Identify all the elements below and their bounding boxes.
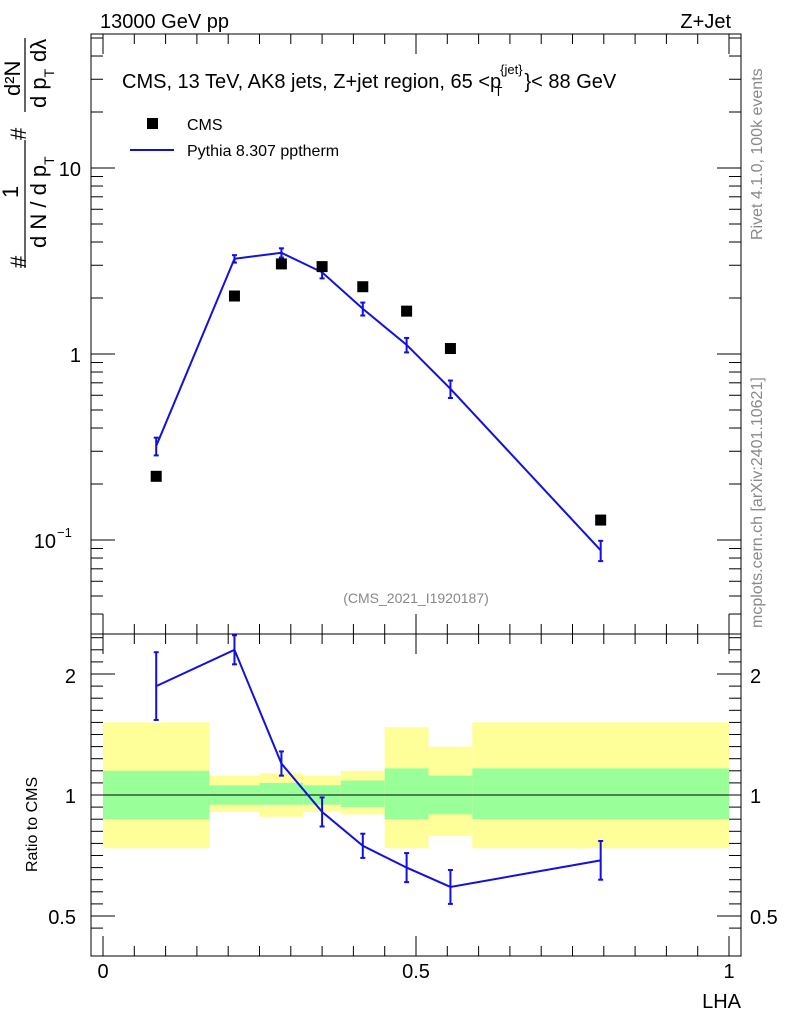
ylabel-denominator-main: d N / d p: [26, 165, 51, 248]
ylabel-hash-2: #: [6, 127, 31, 140]
cms-data-point: [357, 281, 369, 293]
main-ytick-label-0.1-exp: −1: [57, 525, 72, 540]
ylabel-denominator: d N / d pT: [26, 156, 57, 248]
ratio-series-line: [155, 648, 601, 888]
chart-title-main: CMS, 13 TeV, AK8 jets, Z+jet region, 65 …: [122, 71, 501, 93]
ratio-band-inner: [384, 768, 429, 820]
ylabel-denominator-sub: T: [41, 156, 57, 165]
ratio-band-inner: [340, 780, 385, 808]
ratio-panel: 2 1 0.5 2 1 0.5 Ratio to CMS 0 0.5 1 LHA: [24, 633, 778, 1013]
ratio-data-marks: [91, 634, 741, 905]
legend-pythia-label: Pythia 8.307 pptherm: [187, 143, 339, 160]
cms-data-point: [595, 514, 607, 526]
main-ytick-label-0.1: 10: [34, 531, 56, 553]
ylabel-dpt: d pT: [26, 68, 57, 108]
chart-title-tail: }< 88 GeV: [525, 71, 617, 93]
ylabel-d2n: d²N: [0, 61, 25, 96]
xtick-label-1: 1: [723, 961, 734, 983]
ylabel-dlambda: dλ: [26, 39, 51, 62]
main-data-marks: [150, 247, 607, 563]
ratio-ytick-label-0.5-right: 0.5: [750, 907, 778, 929]
chart-title-sub: T: [495, 84, 503, 99]
cms-data-point: [275, 258, 287, 270]
ylabel-one: 1: [0, 186, 23, 198]
legend: CMS Pythia 8.307 pptherm: [130, 117, 339, 160]
ratio-axis-ticks: [91, 634, 741, 956]
ratio-uncertainty-bands: [103, 722, 729, 849]
cms-data-point: [444, 343, 456, 355]
x-axis-label: LHA: [702, 991, 742, 1013]
ratio-band-inner: [472, 768, 729, 820]
main-ytick-label-1: 1: [70, 345, 81, 367]
ylabel-dpt-main: d p: [26, 77, 51, 108]
cms-data-point: [228, 290, 240, 302]
main-ytick-label-0.1-base: 10: [34, 531, 56, 553]
mcplots-reference-label: mcplots.cern.ch [arXiv:2401.10621]: [749, 377, 766, 628]
ratio-band-inner: [259, 782, 304, 805]
main-ytick-label-10: 10: [59, 159, 81, 181]
ratio-ytick-label-1-right: 1: [750, 786, 761, 808]
chart-title: CMS, 13 TeV, AK8 jets, Z+jet region, 65 …: [122, 62, 617, 99]
rivet-version-label: Rivet 4.1.0, 100k events: [749, 68, 766, 240]
ratio-ytick-label-2: 2: [65, 666, 76, 688]
xtick-label-0.5: 0.5: [402, 961, 430, 983]
header-process-label: Z+Jet: [680, 11, 731, 33]
ratio-ylabel: Ratio to CMS: [24, 777, 41, 872]
ylabel-dpt-sub: T: [41, 68, 57, 77]
main-panel: CMS, 13 TeV, AK8 jets, Z+jet region, 65 …: [0, 33, 742, 635]
cms-data-point: [150, 470, 162, 482]
pythia-series-line: [155, 251, 602, 552]
cms-data-point: [316, 261, 328, 273]
chart-title-sup: {jet}: [500, 62, 523, 77]
ratio-ytick-label-0.5: 0.5: [48, 907, 76, 929]
analysis-watermark: (CMS_2021_I1920187): [343, 590, 489, 606]
legend-cms-label: CMS: [187, 117, 223, 134]
header-energy-label: 13000 GeV pp: [100, 11, 229, 33]
ratio-ytick-label-2-right: 2: [750, 666, 761, 688]
ylabel-hash-1: #: [6, 255, 31, 268]
main-ylabel: # 1 d N / d pT # d²N d pT dλ: [0, 38, 57, 268]
cms-data-point: [401, 305, 413, 317]
legend-cms-marker: [147, 118, 158, 129]
ratio-ytick-label-1: 1: [65, 786, 76, 808]
xtick-label-0: 0: [97, 961, 108, 983]
main-axis-ticks: [91, 34, 741, 634]
